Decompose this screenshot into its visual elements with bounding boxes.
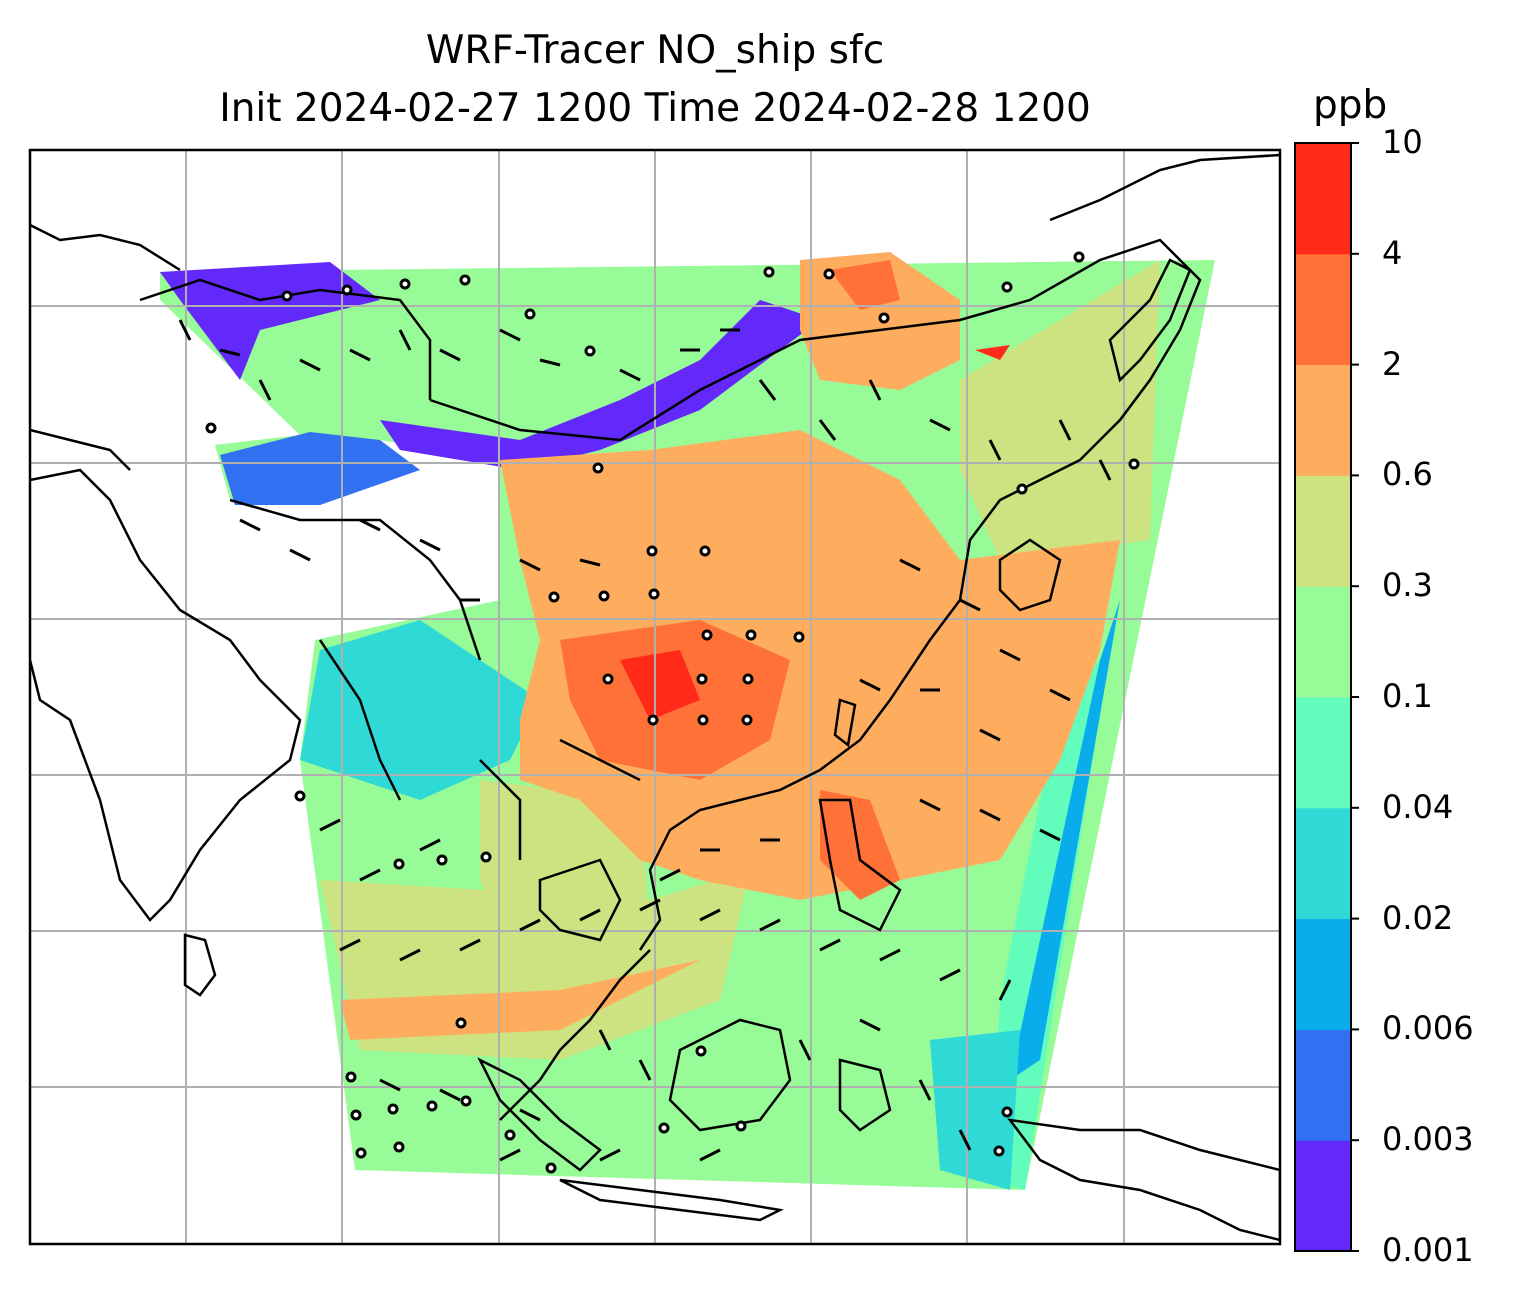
colorbar-segment xyxy=(1295,1029,1351,1141)
colorbar-segment xyxy=(1295,1140,1351,1252)
map-title-line-1: WRF-Tracer NO_ship sfc xyxy=(425,28,885,73)
red-hotspot-ne xyxy=(975,345,1010,360)
yellowgreen-north xyxy=(960,260,1160,560)
orange-sea-band xyxy=(340,960,700,1040)
colorbar-segment xyxy=(1295,918,1351,1030)
coastline-borders xyxy=(139,278,641,860)
wind-barbs xyxy=(178,319,1112,1162)
coastline-mideast xyxy=(30,223,181,471)
coastlines xyxy=(30,153,1280,1242)
coastline-philippines xyxy=(818,798,902,932)
colorbar-segment xyxy=(1295,807,1351,920)
colorbar-tick-label: 2 xyxy=(1382,344,1403,383)
coastline-russia-east xyxy=(1049,153,1280,222)
tracer-field xyxy=(160,252,1215,1190)
colorbar-unit-label: ppb xyxy=(1313,83,1388,128)
cyan-east-edge xyxy=(1010,600,1120,1080)
low-band-mountains xyxy=(380,300,820,470)
colorbar-tick-label: 4 xyxy=(1382,233,1403,272)
coastline-borneo xyxy=(668,1018,792,1132)
coastline-sulawesi xyxy=(838,1058,892,1132)
colorbar-segment xyxy=(1295,364,1351,476)
red-hotspot xyxy=(620,650,700,720)
colorbar-segment xyxy=(1295,697,1351,809)
coastline-japan xyxy=(1108,258,1192,383)
colorbar-tick-label: 0.003 xyxy=(1382,1120,1474,1159)
coastline-peninsula xyxy=(499,949,651,1121)
colorbar-tick-label: 0.3 xyxy=(1382,566,1433,605)
colorbar-tick-label: 0.04 xyxy=(1382,787,1454,826)
coastline-newguinea xyxy=(1007,1118,1280,1242)
cyan-west xyxy=(300,620,540,800)
colorbar-tick-label: 0.001 xyxy=(1382,1231,1474,1269)
coastline-sumatra xyxy=(477,1057,602,1172)
coastline-korea xyxy=(998,538,1062,612)
calm-markers xyxy=(205,251,1140,1174)
colorbar-segment xyxy=(1295,586,1351,698)
map-title-line-2: Init 2024-02-27 1200 Time 2024-02-28 120… xyxy=(219,86,1091,131)
low-band-west xyxy=(220,432,420,505)
colorbar-segment xyxy=(1295,253,1351,366)
coastline-java xyxy=(559,1178,784,1222)
coastline-mekong xyxy=(538,858,622,942)
coastline-china xyxy=(429,238,1202,951)
colorbar xyxy=(1294,142,1359,1252)
map-frame xyxy=(28,148,1282,1246)
coastline-taiwan xyxy=(833,698,857,748)
colorbar-tick-label: 0.6 xyxy=(1382,455,1433,494)
redorange-coast xyxy=(820,790,900,900)
colorbar-tick-label: 0.02 xyxy=(1382,898,1454,937)
colorbar-segment xyxy=(1295,475,1351,587)
coastline-india xyxy=(30,468,302,922)
colorbar-segment xyxy=(1295,143,1351,255)
colorbar-tick-label: 0.006 xyxy=(1382,1009,1474,1048)
redorange-north xyxy=(830,260,900,310)
colorbar-tick-label: 0.1 xyxy=(1382,677,1433,715)
coastline-srilanka xyxy=(183,933,217,997)
colorbar-tick-label: 10 xyxy=(1382,123,1423,161)
